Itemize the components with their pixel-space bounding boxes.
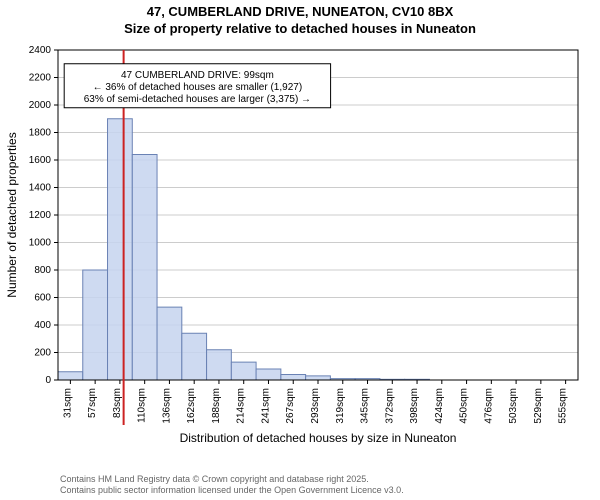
- ytick-label: 1800: [29, 128, 52, 139]
- xtick-label: 345sqm: [360, 388, 371, 424]
- ytick-label: 1000: [29, 238, 52, 249]
- annotation-line: ← 36% of detached houses are smaller (1,…: [93, 82, 303, 93]
- xtick-label: 57sqm: [87, 388, 98, 418]
- xtick-label: 241sqm: [260, 388, 271, 424]
- xtick-label: 293sqm: [310, 388, 321, 424]
- histogram-bar: [281, 375, 306, 381]
- histogram-bar: [58, 372, 83, 380]
- ytick-label: 2200: [29, 73, 52, 84]
- histogram-bar: [132, 155, 157, 381]
- xtick-label: 83sqm: [112, 388, 123, 418]
- title-line1: 47, CUMBERLAND DRIVE, NUNEATON, CV10 8BX: [0, 4, 600, 19]
- xtick-label: 136sqm: [161, 388, 172, 424]
- y-axis-title: Number of detached properties: [5, 132, 19, 297]
- xtick-label: 31sqm: [62, 388, 73, 418]
- histogram-bar: [306, 376, 331, 380]
- ytick-label: 1600: [29, 155, 52, 166]
- ytick-label: 600: [34, 293, 51, 304]
- attribution-footer: Contains HM Land Registry data © Crown c…: [60, 474, 404, 496]
- footer-line1: Contains HM Land Registry data © Crown c…: [60, 474, 404, 485]
- xtick-label: 214sqm: [236, 388, 247, 424]
- ytick-label: 200: [34, 348, 51, 359]
- annotation-line: 47 CUMBERLAND DRIVE: 99sqm: [121, 70, 274, 81]
- ytick-label: 800: [34, 265, 51, 276]
- xtick-label: 529sqm: [533, 388, 544, 424]
- xtick-label: 424sqm: [434, 388, 445, 424]
- histogram-svg: 0 200 400 600 800 1000 1200 1400 1600 1800 2000 220…: [0, 40, 600, 460]
- xtick-label: 162sqm: [186, 388, 197, 424]
- ytick-label: 1200: [29, 210, 52, 221]
- xtick-label: 372sqm: [384, 388, 395, 424]
- histogram-bar: [256, 369, 281, 380]
- annotation-box: 47 CUMBERLAND DRIVE: 99sqm← 36% of detac…: [64, 64, 330, 108]
- xtick-label: 188sqm: [211, 388, 222, 424]
- xtick-label: 267sqm: [285, 388, 296, 424]
- xtick-label: 555sqm: [558, 388, 569, 424]
- histogram-bar: [182, 333, 207, 380]
- ytick-label: 400: [34, 320, 51, 331]
- xtick-label: 110sqm: [137, 388, 148, 423]
- xtick-label: 476sqm: [483, 388, 494, 424]
- chart-container: 0 200 400 600 800 1000 1200 1400 1600 1800 2000 220…: [0, 40, 600, 460]
- annotation-line: 63% of semi-detached houses are larger (…: [84, 94, 311, 105]
- ytick-label: 2000: [29, 100, 52, 111]
- histogram-bar: [207, 350, 232, 380]
- x-axis-title: Distribution of detached houses by size …: [180, 431, 457, 445]
- xtick-label: 319sqm: [335, 388, 346, 424]
- xtick-label: 503sqm: [508, 388, 519, 424]
- xtick-label: 398sqm: [409, 388, 420, 424]
- histogram-bar: [83, 270, 108, 380]
- histogram-bar: [231, 362, 256, 380]
- chart-title-block: 47, CUMBERLAND DRIVE, NUNEATON, CV10 8BX…: [0, 0, 600, 36]
- histogram-bar: [108, 119, 133, 380]
- ytick-label: 2400: [29, 45, 52, 56]
- xtick-label: 450sqm: [459, 388, 470, 424]
- title-line2: Size of property relative to detached ho…: [0, 21, 600, 36]
- footer-line2: Contains public sector information licen…: [60, 485, 404, 496]
- ytick-label: 1400: [29, 183, 52, 194]
- histogram-bar: [157, 307, 182, 380]
- ytick-label: 0: [45, 375, 51, 386]
